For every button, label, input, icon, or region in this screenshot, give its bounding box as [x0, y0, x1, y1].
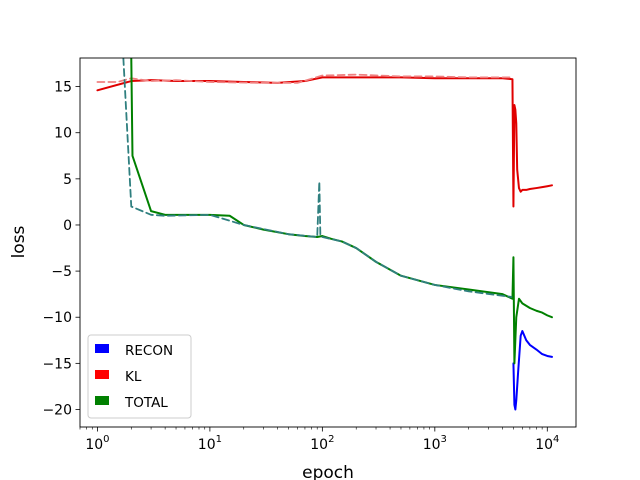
x-tick-label: 100 — [85, 434, 109, 453]
x-tick-label: 103 — [423, 434, 447, 453]
series-layer — [96, 58, 553, 411]
y-axis-ticks: 15 10 5 0 −5 −10 −15 −20 — [42, 80, 80, 418]
y-tick-label: −20 — [42, 402, 72, 418]
series-line-kl — [96, 76, 553, 208]
series-line-total-dashed — [122, 58, 513, 298]
y-tick-label: −5 — [51, 264, 72, 280]
x-tick-label: 104 — [535, 434, 559, 453]
x-tick-label: 101 — [198, 434, 222, 453]
legend-swatch-kl — [95, 370, 109, 379]
legend-label-recon: RECON — [125, 343, 173, 359]
legend-swatch-total — [95, 396, 109, 405]
x-axis-ticks: 100 101 102 103 104 — [79, 427, 559, 453]
y-tick-label: 10 — [54, 126, 72, 142]
legend-swatch-recon — [95, 344, 109, 353]
y-tick-label: −10 — [42, 310, 72, 326]
x-tick-label: 102 — [310, 434, 334, 453]
y-tick-label: 0 — [63, 218, 72, 234]
legend: RECON KL TOTAL — [87, 334, 192, 419]
legend-box — [87, 334, 192, 419]
y-tick-label: 15 — [54, 80, 72, 96]
series-line-recon — [512, 330, 553, 411]
y-tick-label: 5 — [63, 172, 72, 188]
axes-frame — [79, 57, 577, 428]
series-line-kl-dashed — [96, 73, 513, 84]
y-axis-label: loss — [9, 225, 29, 258]
legend-label-total: TOTAL — [124, 395, 168, 411]
y-tick-label: −15 — [42, 356, 72, 372]
x-axis-label: epoch — [302, 463, 354, 480]
series-line-total — [130, 58, 553, 365]
legend-label-kl: KL — [125, 369, 142, 385]
